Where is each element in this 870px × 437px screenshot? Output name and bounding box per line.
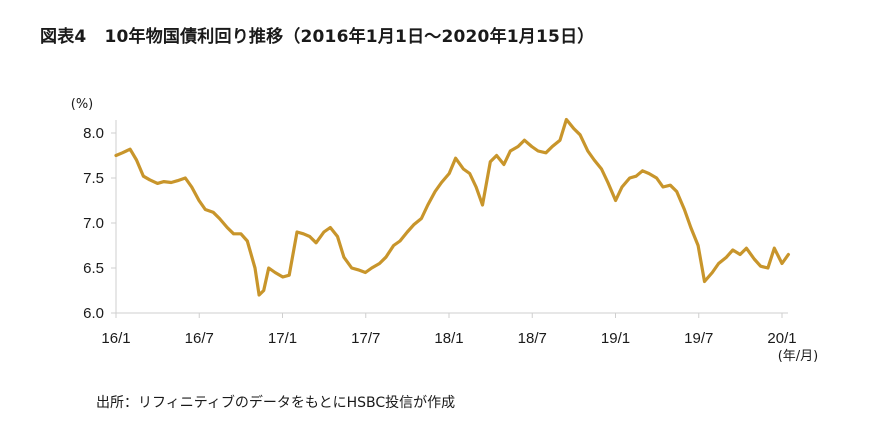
x-tick-label: 17/1: [268, 330, 297, 347]
y-tick-label: 7.0: [83, 215, 104, 232]
x-tick-label: 20/1: [767, 330, 796, 347]
x-ticks: 16/1 16/7 17/1 17/7 18/1 18/7 19/1 19/7 20/1: [101, 313, 797, 347]
figure-number: 図表4: [40, 27, 87, 47]
x-tick-label: 16/1: [101, 330, 130, 347]
y-tick-label: 6.5: [83, 260, 104, 277]
y-unit-label: (%): [71, 97, 94, 112]
y-tick-label: 6.0: [83, 305, 104, 322]
x-unit-label: (年/月): [778, 349, 819, 364]
x-tick-label: 19/7: [684, 330, 713, 347]
y-tick-label: 8.0: [83, 125, 104, 142]
source-note: 出所：リフィニティブのデータをもとにHSBC投信が作成: [96, 395, 456, 411]
y-ticks: 8.0 7.5 7.0 6.5 6.0: [83, 125, 116, 322]
y-tick-label: 7.5: [83, 170, 104, 187]
x-tick-label: 19/1: [601, 330, 630, 347]
x-tick-label: 18/7: [518, 330, 547, 347]
figure-title-text: 10年物国債利回り推移（2016年1月1日～2020年1月15日）: [104, 27, 595, 47]
series-line: [114, 117, 790, 297]
chart-svg: (%) (年/月) 8.0 7.5 7.0 6.5 6.0 16/1 16/7 17/1 17…: [71, 97, 819, 364]
chart-title: 図表4 10年物国債利回り推移（2016年1月1日～2020年1月15日）: [40, 22, 594, 47]
x-tick-label: 18/1: [434, 330, 463, 347]
x-tick-label: 16/7: [185, 330, 214, 347]
x-tick-label: 17/7: [351, 330, 380, 347]
